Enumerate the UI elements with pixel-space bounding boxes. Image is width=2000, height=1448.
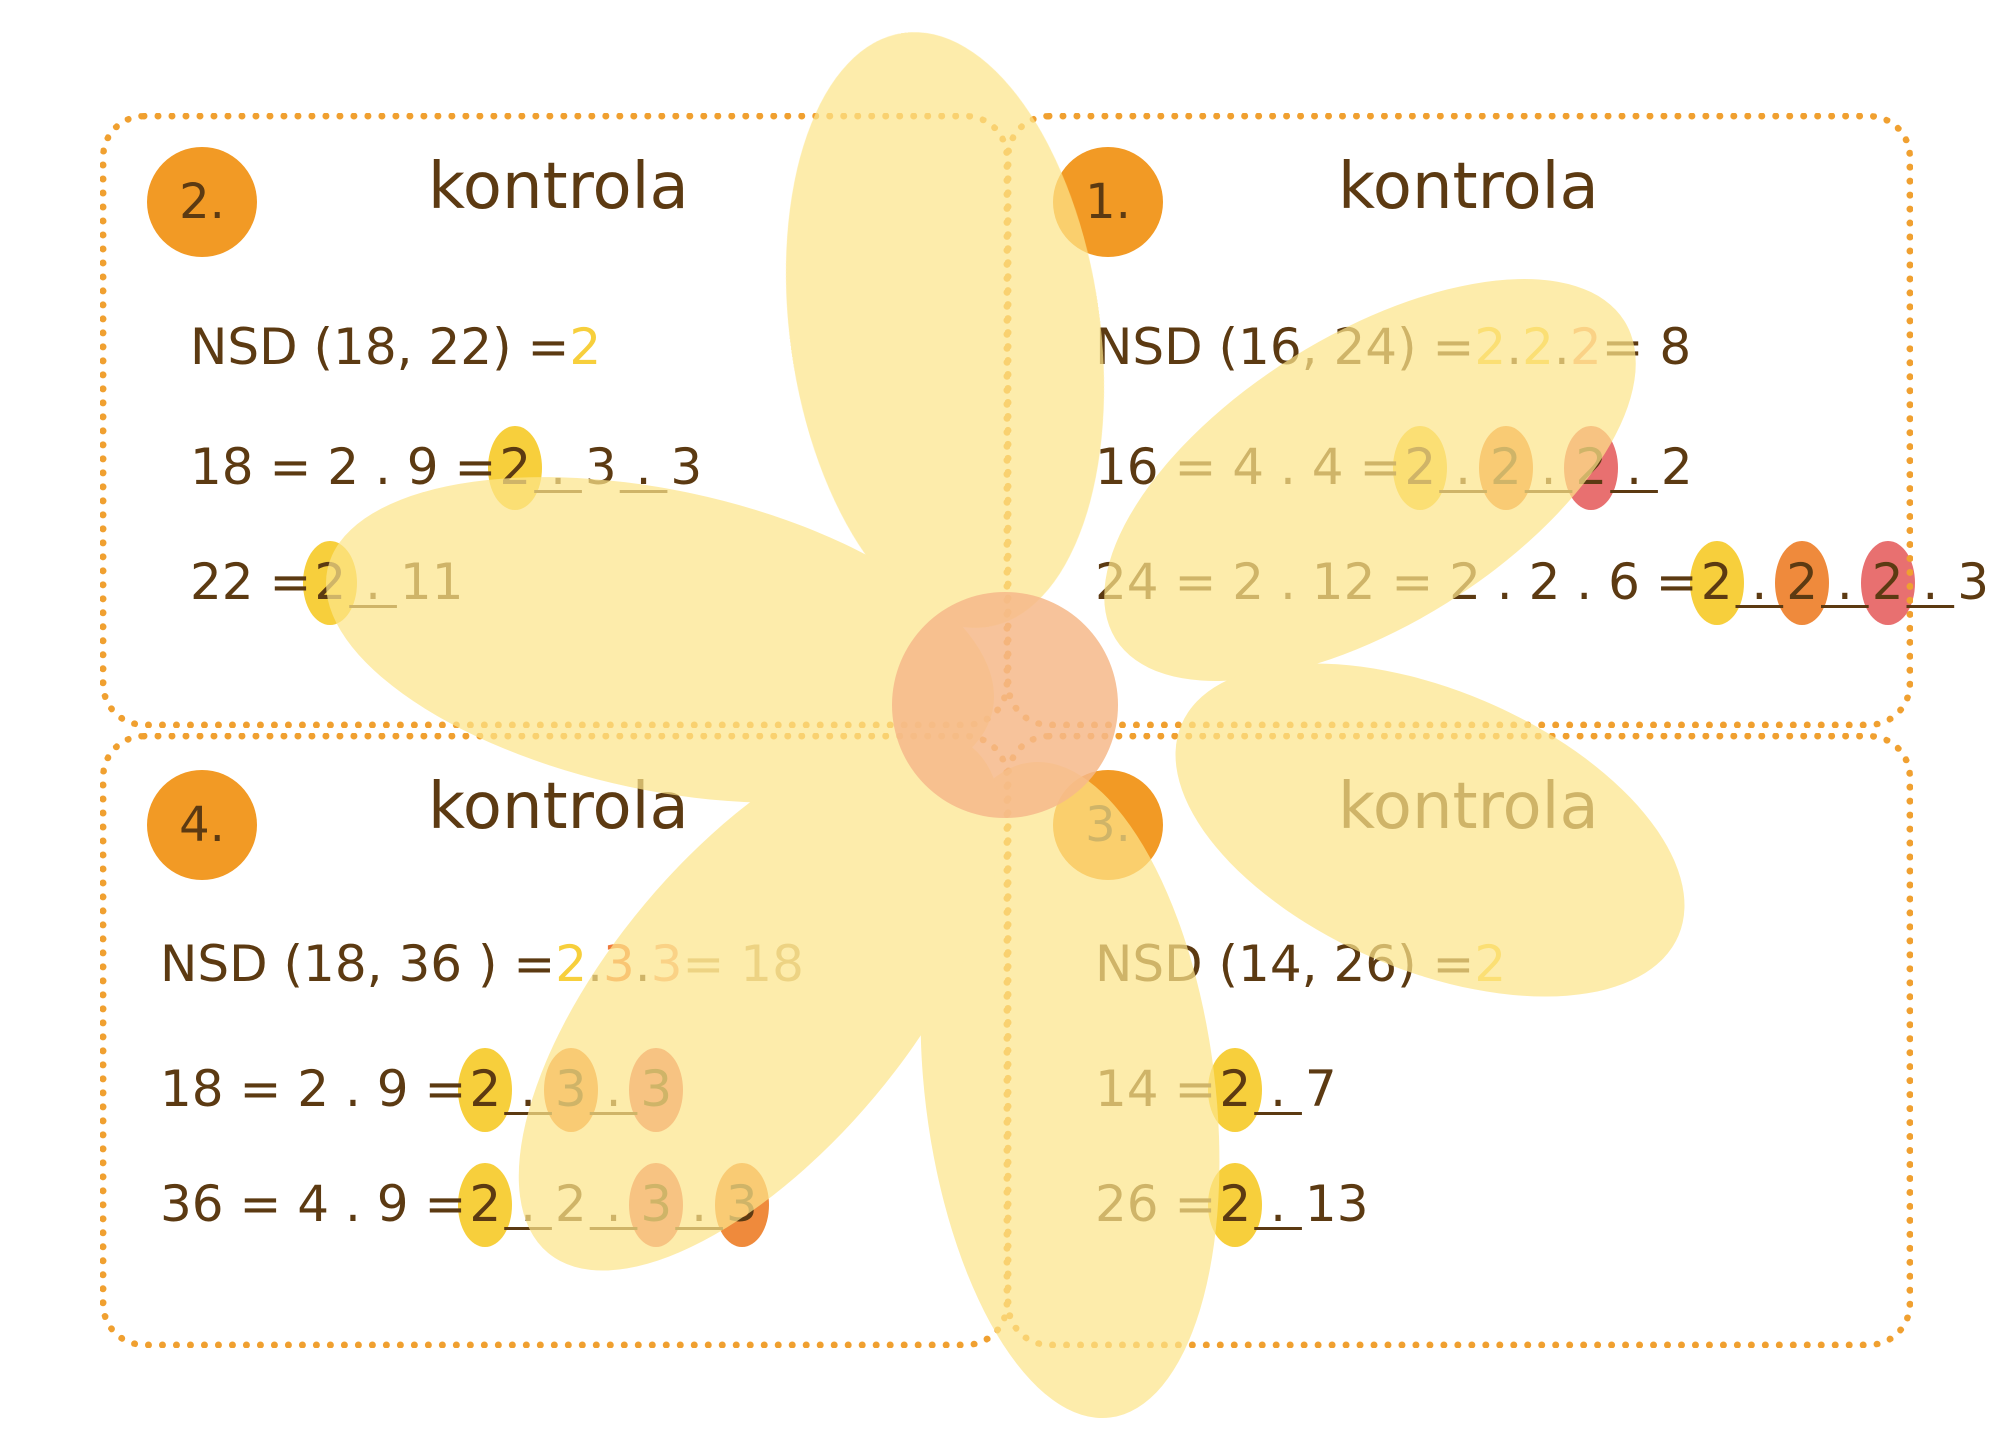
card-4-row-1: 18 = 2 . 9 = 2 . 3 . 3 — [160, 1048, 683, 1132]
factorization: 2 . 7 — [1208, 1048, 1339, 1132]
card-1-title: kontrola — [1338, 150, 1599, 224]
factorization: 2 . 3 . 3 — [488, 426, 705, 510]
card-1-badge: 1. — [1053, 147, 1163, 257]
card-4-title: kontrola — [428, 770, 689, 844]
card-3-title: kontrola — [1338, 770, 1599, 844]
factorization: 2 . 11 — [303, 541, 466, 625]
card-2-row-2: 22 = 2 . 11 — [190, 541, 467, 625]
factorization: 2 . 13 — [1208, 1163, 1371, 1247]
card-2-badge: 2. — [147, 147, 257, 257]
card-1-gcd: NSD (16, 24) = 2 . 2 . 2 = 8 — [1095, 318, 1692, 376]
factorization: 2 . 2 . 2 . 2 — [1393, 426, 1695, 510]
card-2-title: kontrola — [428, 150, 689, 224]
card-4-badge: 4. — [147, 770, 257, 880]
card-3-row-2: 26 = 2 . 13 — [1095, 1163, 1372, 1247]
card-1-row-2: 24 = 2 . 12 = 2 . 2 . 6 = 2 . 2 . 2 . 3 — [1095, 541, 1992, 625]
card-3-row-1: 14 = 2 . 7 — [1095, 1048, 1340, 1132]
card-4-row-2: 36 = 4 . 9 = 2 . 2 . 3 . 3 — [160, 1163, 769, 1247]
card-1-row-1: 16 = 4 . 4 = 2 . 2 . 2 . 2 — [1095, 426, 1696, 510]
card-3-badge: 3. — [1053, 770, 1163, 880]
factorization: 2 . 2 . 3 . 3 — [458, 1163, 769, 1247]
card-2-gcd: NSD (18, 22) = 2 — [190, 318, 602, 376]
factorization: 2 . 3 . 3 — [458, 1048, 683, 1132]
card-3-gcd: NSD (14, 26) = 2 — [1095, 935, 1507, 993]
factorization: 2 . 2 . 2 . 3 — [1689, 541, 1992, 625]
card-2-row-1: 18 = 2 . 9 = 2 . 3 . 3 — [190, 426, 705, 510]
card-4-gcd: NSD (18, 36 ) = 2 . 3 . 3 = 18 — [160, 935, 804, 993]
